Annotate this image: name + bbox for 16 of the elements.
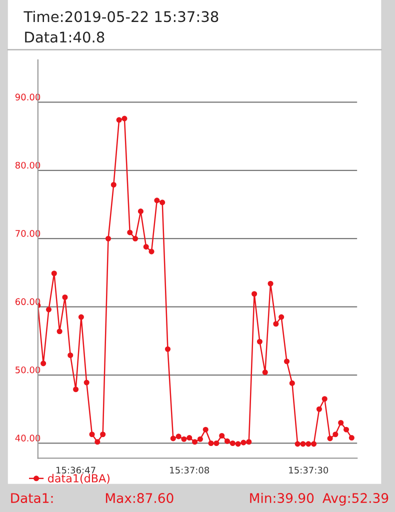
y-tick-label: 80.00: [15, 162, 40, 169]
x-tick-label: 15:36:47: [56, 466, 96, 474]
text: Avg:52.39: [322, 493, 388, 506]
x-tick-label: 15:37:30: [289, 466, 328, 474]
text: Min:39.90: [250, 492, 314, 504]
text: Data1:: [11, 493, 53, 504]
y-tick-label: 40.00: [15, 434, 40, 442]
y-tick-label: 90.00: [15, 94, 40, 100]
x-tick-label: 15:37:08: [170, 466, 210, 474]
chart-subtitle: Data1:40.8: [25, 32, 104, 43]
chart-title: Time:2019-05-22 15:37:38: [24, 10, 218, 22]
legend-label: data1(dBA): [48, 474, 110, 484]
y-tick-label: 60.00: [15, 298, 40, 306]
y-tick-label: 50.00: [16, 366, 40, 374]
y-tick-label: 70.00: [16, 230, 40, 237]
text: Max:87.60: [106, 493, 174, 504]
